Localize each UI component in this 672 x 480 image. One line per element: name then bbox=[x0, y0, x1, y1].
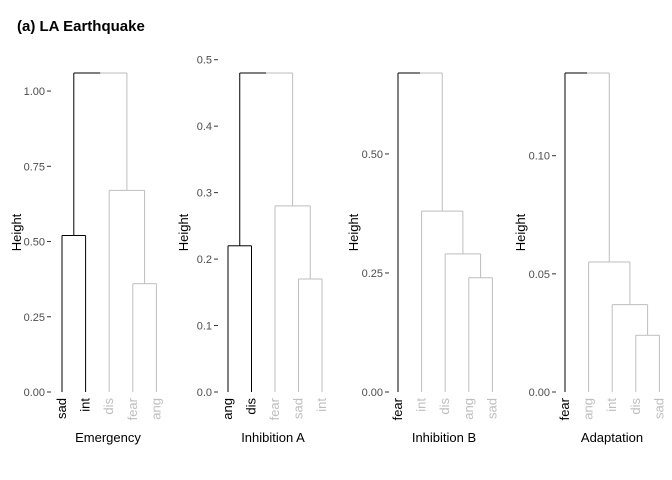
x-axis-title: Emergency bbox=[75, 430, 141, 445]
y-tick-label: 0.25 bbox=[362, 268, 383, 280]
y-tick-label: 0.2 bbox=[197, 254, 212, 266]
leaf-label: sad bbox=[291, 398, 306, 419]
y-tick-label: 0.05 bbox=[529, 269, 550, 281]
leaf-label: fear bbox=[125, 397, 140, 420]
y-tick-label: 0.50 bbox=[362, 149, 383, 161]
y-tick-label: 1.00 bbox=[24, 86, 45, 98]
y-tick-label: 0.25 bbox=[24, 312, 45, 324]
y-axis-title: Height bbox=[513, 213, 528, 251]
leaf-label: sad bbox=[484, 398, 499, 419]
y-tick-label: 0.0 bbox=[197, 387, 212, 399]
leaf-label: fear bbox=[557, 397, 572, 420]
leaf-label: ang bbox=[461, 398, 476, 420]
dendrogram-panel: 0.00 0.25 0.50 Height Inhibition B fear int dis… bbox=[346, 72, 499, 445]
leaf-label: dis bbox=[437, 398, 452, 415]
leaf-label: ang bbox=[148, 398, 163, 420]
y-tick-label: 0.00 bbox=[24, 387, 45, 399]
y-tick-label: 0.1 bbox=[197, 321, 212, 333]
y-axis-title: Height bbox=[176, 213, 191, 251]
leaf-label: int bbox=[414, 398, 429, 412]
leaf-label: fear bbox=[267, 397, 282, 420]
leaf-label: int bbox=[78, 398, 93, 412]
leaf-label: fear bbox=[390, 397, 405, 420]
leaf-label: sad bbox=[651, 398, 666, 419]
leaf-label: int bbox=[604, 398, 619, 412]
y-tick-label: 0.00 bbox=[362, 387, 383, 399]
leaf-label: dis bbox=[244, 398, 259, 415]
dendrogram-panel: 0.0 0.1 0.2 0.3 0.4 0.5 Height Inhibition A ang d… bbox=[176, 55, 329, 445]
y-axis-title: Height bbox=[346, 213, 361, 251]
leaf-label: ang bbox=[581, 398, 596, 420]
x-axis-title: Inhibition B bbox=[412, 430, 476, 445]
leaf-label: dis bbox=[628, 398, 643, 415]
y-tick-label: 0.75 bbox=[24, 161, 45, 173]
leaf-label: ang bbox=[220, 398, 235, 420]
dendrogram-panel: 0.00 0.05 0.10 Height Adaptation fear ang int di… bbox=[513, 72, 666, 445]
y-tick-label: 0.4 bbox=[197, 121, 212, 133]
y-axis-title: Height bbox=[9, 213, 24, 251]
x-axis-title: Inhibition A bbox=[241, 430, 305, 445]
leaf-label: int bbox=[314, 398, 329, 412]
y-tick-label: 0.10 bbox=[529, 151, 550, 163]
x-axis-title: Adaptation bbox=[581, 430, 643, 445]
leaf-label: sad bbox=[54, 398, 69, 419]
y-tick-label: 0.3 bbox=[197, 188, 212, 200]
figure-title: (a) LA Earthquake bbox=[17, 18, 145, 35]
dendrogram-panel: 0.00 0.25 0.50 0.75 1.00 Height Emergency sad in… bbox=[9, 72, 163, 445]
y-tick-label: 0.50 bbox=[24, 237, 45, 249]
y-tick-label: 0.00 bbox=[529, 387, 550, 399]
leaf-label: dis bbox=[101, 398, 116, 415]
y-tick-label: 0.5 bbox=[197, 55, 212, 67]
